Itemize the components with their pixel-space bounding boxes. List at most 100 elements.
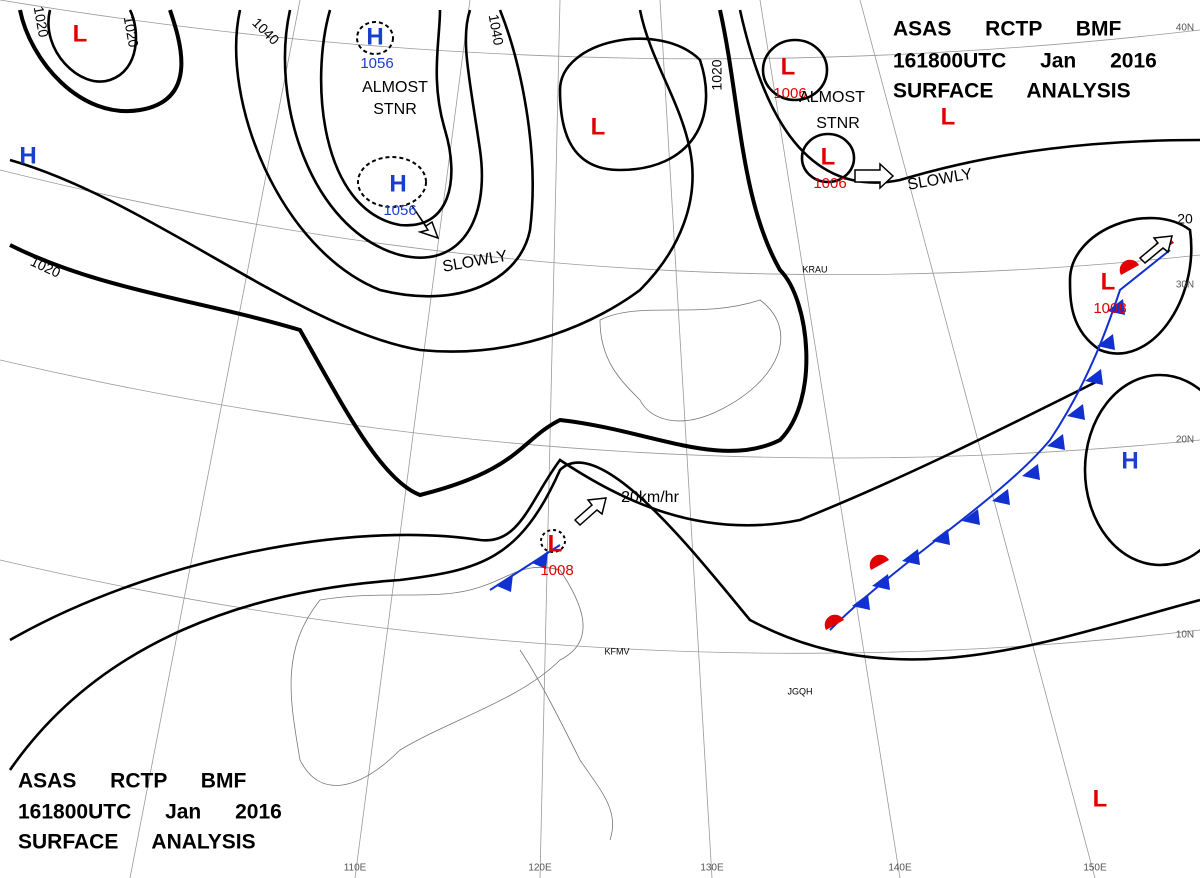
parallel bbox=[0, 0, 1200, 60]
cold-front-triangle bbox=[932, 529, 950, 545]
cold-front-triangle bbox=[852, 594, 870, 610]
lon-label: 110E bbox=[344, 863, 367, 874]
title-line: 161800UTC Jan 2016 bbox=[18, 801, 282, 824]
title-line: 161800UTC Jan 2016 bbox=[893, 50, 1157, 73]
lat-label: 40N bbox=[1176, 23, 1194, 34]
lon-label: 140E bbox=[888, 863, 912, 874]
cold-front-triangle bbox=[1085, 369, 1103, 385]
meridian bbox=[659, 0, 713, 878]
cold-front-triangle bbox=[1107, 299, 1125, 315]
parallel bbox=[0, 169, 1200, 276]
center-symbol: L bbox=[821, 143, 836, 170]
center-pressure: 1006 bbox=[813, 175, 846, 192]
center-symbol: L bbox=[591, 113, 606, 140]
warm-front-semicircle bbox=[869, 554, 889, 570]
title-block: ASAS RCTP BMF 161800UTC Jan 2016 SURFACE… bbox=[18, 770, 282, 854]
isobar-label: 20 bbox=[1177, 211, 1193, 227]
isobar bbox=[738, 9, 1200, 184]
cold-front-triangle bbox=[1067, 404, 1085, 420]
station-id: JGQH bbox=[787, 686, 812, 696]
isobar bbox=[234, 9, 534, 298]
center-symbol: L bbox=[1093, 785, 1108, 812]
annotation: STNR bbox=[816, 115, 860, 132]
center-pressure: 1008 bbox=[1093, 300, 1126, 317]
meridian bbox=[759, 0, 901, 878]
center-pressure: 1008 bbox=[540, 562, 573, 579]
title-block: ASAS RCTP BMF 161800UTC Jan 2016 SURFACE… bbox=[893, 18, 1157, 103]
cold-front-triangle bbox=[1022, 464, 1040, 480]
parallel bbox=[0, 359, 1200, 459]
annotation: ALMOST bbox=[799, 89, 865, 106]
isobar bbox=[283, 9, 484, 259]
cold-front-triangle bbox=[497, 574, 513, 592]
title-line: ASAS RCTP BMF bbox=[893, 18, 1121, 41]
front-line bbox=[489, 544, 561, 591]
arrow bbox=[573, 497, 607, 527]
lat-label: 20N bbox=[1176, 435, 1194, 446]
front-line bbox=[829, 249, 1171, 631]
isobar-label: 1040 bbox=[486, 13, 507, 47]
center-symbol: L bbox=[1101, 268, 1116, 295]
cold-front-triangle bbox=[962, 509, 980, 525]
isobar-label: 1020 bbox=[121, 15, 142, 49]
center-symbol: H bbox=[389, 170, 406, 197]
isobar-label: 1020 bbox=[709, 59, 725, 90]
dashed-center bbox=[540, 529, 566, 553]
isobar bbox=[800, 132, 856, 184]
isobar bbox=[9, 9, 809, 498]
coast bbox=[290, 566, 584, 786]
lon-label: 130E bbox=[700, 863, 724, 874]
cold-front-triangle bbox=[872, 574, 890, 590]
cold-front-triangle bbox=[1097, 334, 1115, 350]
lat-label: 10N bbox=[1176, 630, 1194, 641]
motion-arrows bbox=[411, 162, 1173, 527]
coast bbox=[599, 299, 782, 422]
warm-front-semicircle bbox=[1119, 259, 1139, 275]
center-symbol: L bbox=[73, 20, 88, 47]
title-line: SURFACE ANALYSIS bbox=[893, 80, 1131, 103]
coast bbox=[519, 649, 614, 841]
center-symbol: L bbox=[941, 103, 956, 130]
center-pressure: 1056 bbox=[360, 55, 393, 72]
cold-front-triangle bbox=[1047, 434, 1065, 450]
isobar-label: 1020 bbox=[31, 5, 52, 39]
station-id: KFMV bbox=[604, 646, 629, 656]
lon-label: 120E bbox=[528, 863, 552, 874]
lon-label: 150E bbox=[1083, 863, 1107, 874]
cold-front-triangle bbox=[902, 549, 920, 565]
isobar bbox=[9, 9, 694, 353]
center-symbol: L bbox=[781, 53, 796, 80]
arrow bbox=[411, 205, 440, 240]
warm-front-semicircle bbox=[824, 614, 844, 630]
lat-label: 30N bbox=[1176, 280, 1194, 291]
arrow bbox=[854, 162, 895, 190]
isobar bbox=[558, 37, 708, 172]
title-line: ASAS RCTP BMF bbox=[18, 770, 246, 793]
annotation: 20km/hr bbox=[621, 489, 679, 506]
center-symbol: H bbox=[366, 23, 383, 50]
center-pressure: 1056 bbox=[383, 202, 416, 219]
arrow bbox=[1138, 235, 1173, 265]
cold-front-triangle bbox=[532, 551, 548, 569]
cold-front-triangle bbox=[992, 489, 1010, 505]
station-id: KRAU bbox=[802, 264, 827, 274]
isobar bbox=[761, 38, 829, 102]
annotation: ALMOST bbox=[362, 79, 428, 96]
title-line: SURFACE ANALYSIS bbox=[18, 831, 256, 854]
isobar bbox=[1068, 216, 1193, 355]
isobars bbox=[8, 9, 1200, 771]
isobar bbox=[18, 9, 184, 114]
isobar bbox=[47, 9, 138, 83]
annotation: STNR bbox=[373, 101, 417, 118]
center-pressure: 1006 bbox=[773, 85, 806, 102]
center-symbol: H bbox=[1121, 447, 1138, 474]
dashed-center bbox=[357, 156, 427, 208]
meridian bbox=[859, 0, 1096, 878]
center-symbol: H bbox=[19, 142, 36, 169]
dashed-center bbox=[356, 21, 394, 55]
meridian bbox=[129, 0, 301, 878]
isobar bbox=[9, 378, 1101, 642]
meridian bbox=[539, 0, 561, 878]
